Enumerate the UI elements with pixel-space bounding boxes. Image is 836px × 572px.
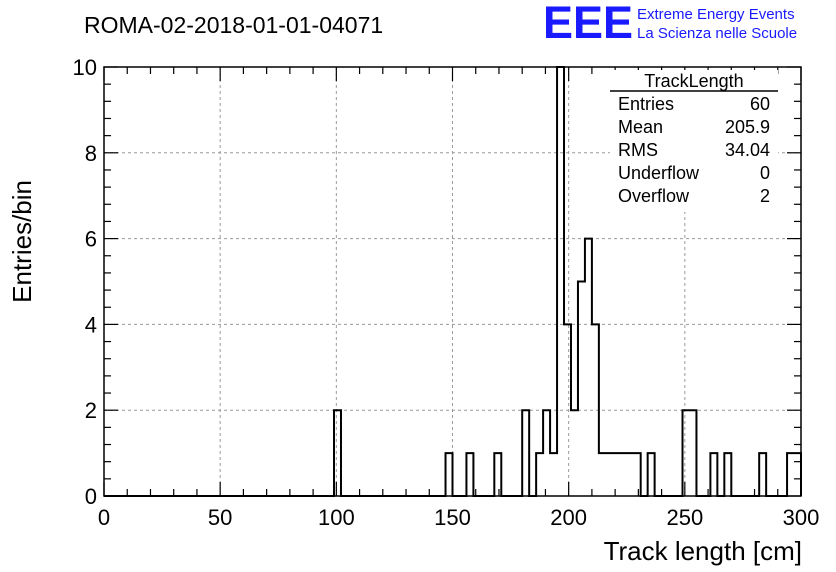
stats-row-label: Entries <box>618 94 674 114</box>
logo-line-2: La Scienza nelle Scuole <box>637 25 797 42</box>
stats-row-value: 205.9 <box>725 117 770 137</box>
x-axis-label: Track length [cm] <box>604 536 802 566</box>
histogram-bin <box>592 324 599 496</box>
eee-logo: EEE Extreme Energy Events La Scienza nel… <box>543 0 797 48</box>
histogram-bin <box>334 410 341 496</box>
logo-line-1: Extreme Energy Events <box>637 6 795 23</box>
histogram-bin <box>550 453 557 496</box>
x-tick-label: 300 <box>783 505 820 530</box>
histogram-bin <box>759 453 766 496</box>
histogram-bin <box>606 453 613 496</box>
histogram-bin <box>543 410 550 496</box>
y-tick-label: 6 <box>85 227 97 252</box>
y-tick-label: 2 <box>85 398 97 423</box>
histogram-bin <box>494 453 501 496</box>
y-axis-label: Entries/bin <box>7 180 37 303</box>
histogram-bin <box>466 453 473 496</box>
histogram-bin <box>578 282 585 497</box>
grid-lines <box>104 67 801 496</box>
histogram-bin <box>613 453 620 496</box>
histogram-bin <box>634 453 641 496</box>
stats-row-label: RMS <box>618 140 658 160</box>
x-tick-label: 250 <box>666 505 703 530</box>
x-tick-label: 150 <box>434 505 471 530</box>
x-tick-label: 100 <box>318 505 355 530</box>
stats-row-label: Underflow <box>618 163 700 183</box>
y-tick-label: 4 <box>85 312 97 337</box>
eee-logo-mark: EEE <box>543 0 633 48</box>
histogram-bin <box>724 453 731 496</box>
stats-box-background <box>610 70 778 212</box>
histogram-bin <box>627 453 634 496</box>
stats-row-label: Overflow <box>618 186 690 206</box>
x-tick-label: 0 <box>98 505 110 530</box>
histogram-bin <box>787 453 794 496</box>
histogram-bin <box>571 410 578 496</box>
x-tick-label: 200 <box>550 505 587 530</box>
histogram-bin <box>585 239 592 496</box>
histogram-bin <box>689 410 696 496</box>
histogram-bin <box>522 410 529 496</box>
histogram-bin <box>536 453 543 496</box>
stats-row-value: 60 <box>750 94 770 114</box>
y-tick-label: 0 <box>85 484 97 509</box>
histogram-bin <box>620 453 627 496</box>
histogram-bin <box>710 453 717 496</box>
stats-row-value: 2 <box>760 186 770 206</box>
histogram-bin <box>564 324 571 496</box>
histogram-bin <box>557 67 564 496</box>
chart-title: ROMA-02-2018-01-01-04071 <box>84 12 383 38</box>
stats-box-title: TrackLength <box>644 71 743 91</box>
stats-box-rows: Entries 60 Mean 205.9 RMS 34.04 Underflow 0 Over… <box>618 94 770 206</box>
stats-row-value: 34.04 <box>725 140 770 160</box>
histogram-bin <box>794 453 801 496</box>
y-tick-label: 10 <box>73 55 97 80</box>
y-tick-label: 8 <box>85 141 97 166</box>
histogram-bin <box>648 453 655 496</box>
stats-box: TrackLength Entries 60 Mean 205.9 RMS 34.04 Un… <box>610 70 778 212</box>
histogram-bin <box>683 410 690 496</box>
histogram-bin <box>446 453 453 496</box>
histogram-bin <box>599 453 606 496</box>
stats-row-value: 0 <box>760 163 770 183</box>
stats-row-label: Mean <box>618 117 663 137</box>
axis-ticks: 0 50 100 150 200 250 300 0 2 4 6 8 10 <box>73 55 820 530</box>
x-tick-label: 50 <box>208 505 232 530</box>
